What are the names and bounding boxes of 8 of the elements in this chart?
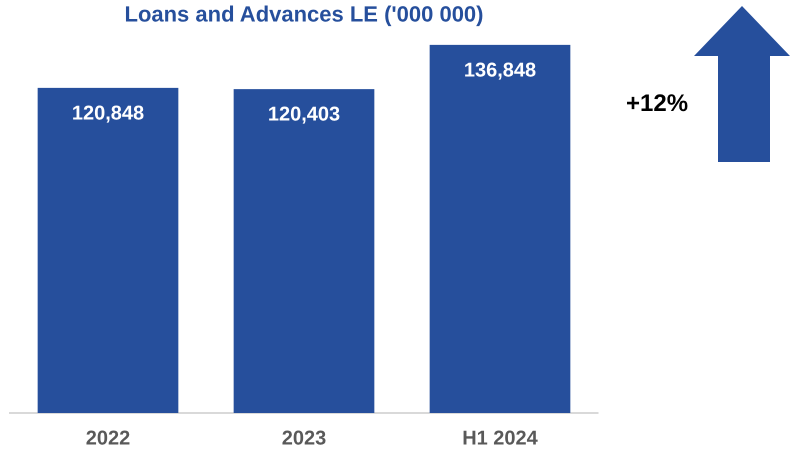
chart-title: Loans and Advances LE ('000 000) (124, 1, 484, 26)
data-label: 120,403 (268, 104, 340, 126)
data-label: 136,848 (464, 59, 536, 82)
x-tick-label: 2023 (282, 428, 326, 450)
data-label: 120,848 (72, 102, 144, 124)
x-tick-label: H1 2024 (462, 428, 539, 450)
x-tick-label: 2022 (86, 428, 130, 450)
text: +12% (626, 90, 688, 118)
